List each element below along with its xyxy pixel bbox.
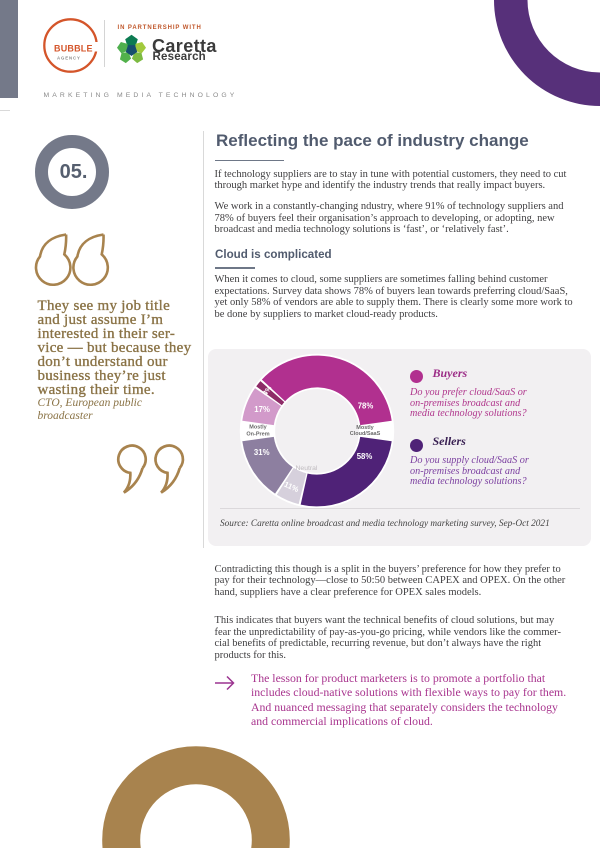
- svg-text:58%: 58%: [356, 452, 372, 461]
- svg-text:Mostly: Mostly: [356, 424, 374, 430]
- svg-text:BUBBLE: BUBBLE: [54, 44, 93, 54]
- svg-text:AGENCY: AGENCY: [57, 56, 81, 61]
- svg-text:31%: 31%: [253, 448, 269, 457]
- svg-text:On-Prem: On-Prem: [246, 431, 269, 437]
- svg-text:Mostly: Mostly: [249, 424, 267, 430]
- svg-text:Cloud/SaaS: Cloud/SaaS: [349, 430, 380, 436]
- svg-text:17%: 17%: [254, 404, 270, 413]
- svg-text:Neutral: Neutral: [295, 465, 317, 472]
- svg-text:78%: 78%: [357, 401, 373, 410]
